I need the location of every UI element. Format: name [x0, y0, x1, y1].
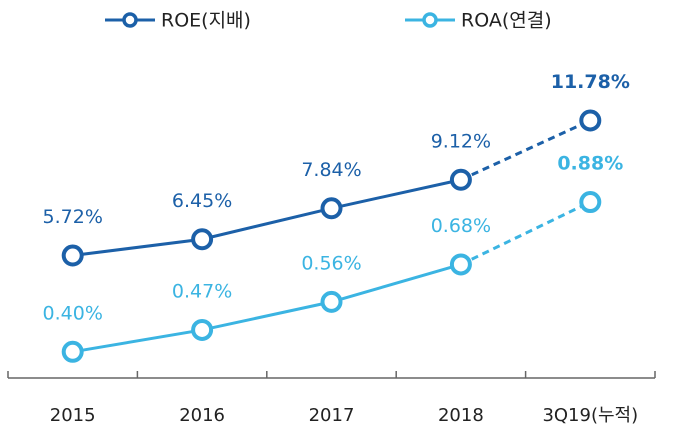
legend-marker [422, 12, 438, 28]
x-tick-label: 2017 [309, 405, 355, 426]
value-label: 0.88% [557, 153, 623, 175]
line [72, 262, 462, 354]
point [320, 290, 343, 313]
value-label: 0.47% [172, 280, 232, 302]
value-label: 7.84% [301, 159, 361, 181]
line [72, 178, 462, 258]
point [579, 109, 602, 132]
value-label: 0.68% [431, 215, 491, 237]
x-tick-label: 3Q19(누적) [542, 405, 638, 426]
x-tick-label: 2016 [179, 405, 225, 426]
value-label: 0.40% [43, 302, 103, 324]
point [61, 340, 84, 363]
legend-label: ROA(연결) [461, 10, 552, 32]
value-label: 0.56% [301, 252, 361, 274]
value-label: 5.72% [43, 206, 103, 228]
value-label: 6.45% [172, 190, 232, 212]
legend-marker [122, 12, 138, 28]
point [449, 168, 472, 191]
point [191, 228, 214, 251]
x-tick-label: 2018 [438, 405, 484, 426]
legend-label: ROE(지배) [161, 10, 251, 32]
point [320, 197, 343, 220]
point [449, 253, 472, 276]
point [191, 318, 214, 341]
point [579, 191, 602, 214]
value-label: 9.12% [431, 130, 491, 152]
value-label: 11.78% [551, 71, 630, 93]
point [61, 244, 84, 267]
x-tick-label: 2015 [50, 405, 96, 426]
